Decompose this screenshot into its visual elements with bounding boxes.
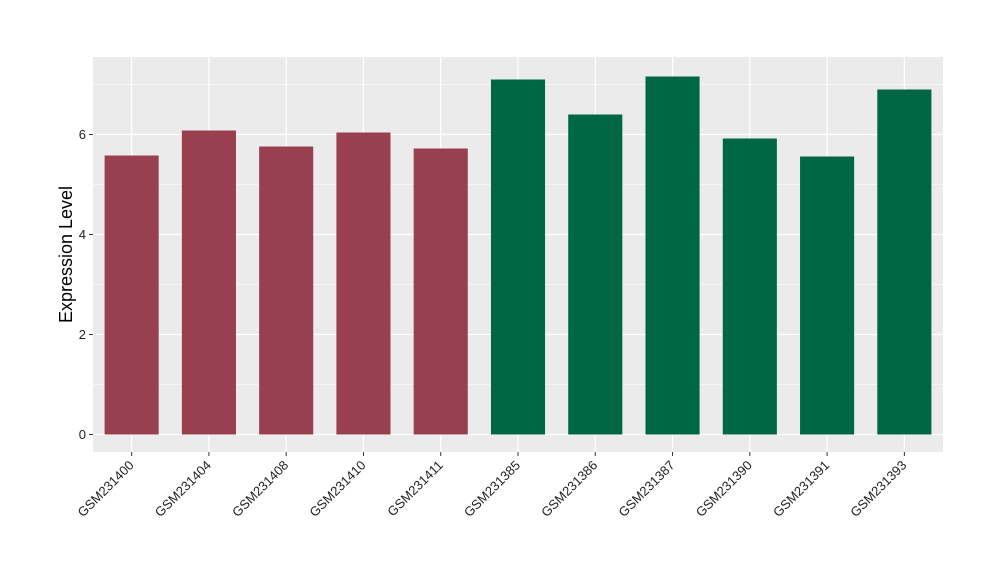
bar xyxy=(490,79,546,435)
bar xyxy=(413,148,468,435)
y-tick-label: 4 xyxy=(79,227,86,242)
x-tick-label: GSM231404 xyxy=(152,458,214,520)
bar xyxy=(722,138,777,435)
y-tick-label: 0 xyxy=(79,427,86,442)
bar xyxy=(568,114,623,435)
bar xyxy=(259,146,314,435)
x-tick-label: GSM231385 xyxy=(461,458,523,520)
bar xyxy=(104,155,159,435)
x-tick-label: GSM231390 xyxy=(693,458,755,520)
x-tick-label: GSM231386 xyxy=(538,458,600,520)
bar xyxy=(336,132,391,435)
y-tick-label: 2 xyxy=(79,327,86,342)
y-tick-label: 6 xyxy=(79,127,86,142)
bars xyxy=(104,76,932,435)
x-tick-label: GSM231411 xyxy=(384,458,446,520)
y-axis: 0 2 4 6 xyxy=(79,127,93,442)
x-axis: GSM231400 GSM231404 GSM231408 GSM231410 GSM2… xyxy=(75,452,909,520)
bar xyxy=(877,89,932,435)
bar xyxy=(800,156,855,435)
x-tick-label: GSM231408 xyxy=(229,458,291,520)
x-tick-label: GSM231391 xyxy=(770,458,832,520)
x-tick-label: GSM231393 xyxy=(847,458,909,520)
x-tick-label: GSM231410 xyxy=(306,458,368,520)
x-tick-label: GSM231400 xyxy=(75,458,137,520)
bar xyxy=(645,76,700,435)
x-tick-label: GSM231387 xyxy=(615,458,677,520)
bar xyxy=(181,130,236,435)
y-axis-title: Expression Level xyxy=(56,186,76,323)
